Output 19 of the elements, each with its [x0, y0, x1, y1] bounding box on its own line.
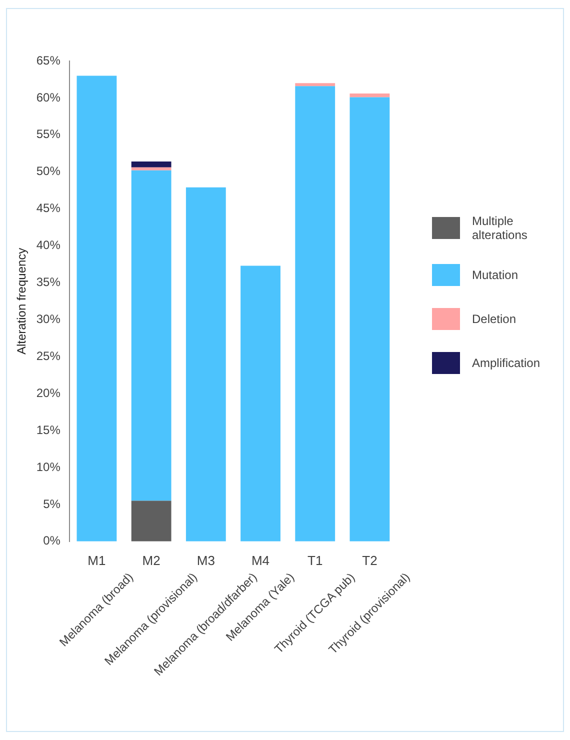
y-tick-label: 25% [36, 348, 61, 363]
y-tick-label: 65% [36, 53, 61, 68]
legend-label: Multiple alterations [472, 214, 528, 242]
y-tick-label: 35% [36, 275, 61, 290]
y-tick-label: 5% [43, 496, 61, 511]
y-axis-title: Alteration frequency [14, 248, 29, 355]
legend-label: Amplification [472, 356, 540, 370]
y-tick-label: 20% [36, 386, 61, 400]
legend-label: Mutation [472, 268, 518, 282]
y-tick-label: 15% [36, 422, 61, 437]
y-tick-label: 60% [36, 90, 61, 104]
y-tick-label: 10% [36, 460, 61, 474]
y-tick-label: 45% [36, 201, 61, 216]
y-tick-label: 0% [43, 534, 61, 548]
y-tick-label: 30% [36, 312, 61, 326]
y-tick-label: 55% [36, 127, 61, 142]
y-tick-label: 40% [36, 238, 61, 252]
y-tick-label: 50% [36, 164, 61, 178]
legend-label: Deletion [472, 312, 516, 326]
